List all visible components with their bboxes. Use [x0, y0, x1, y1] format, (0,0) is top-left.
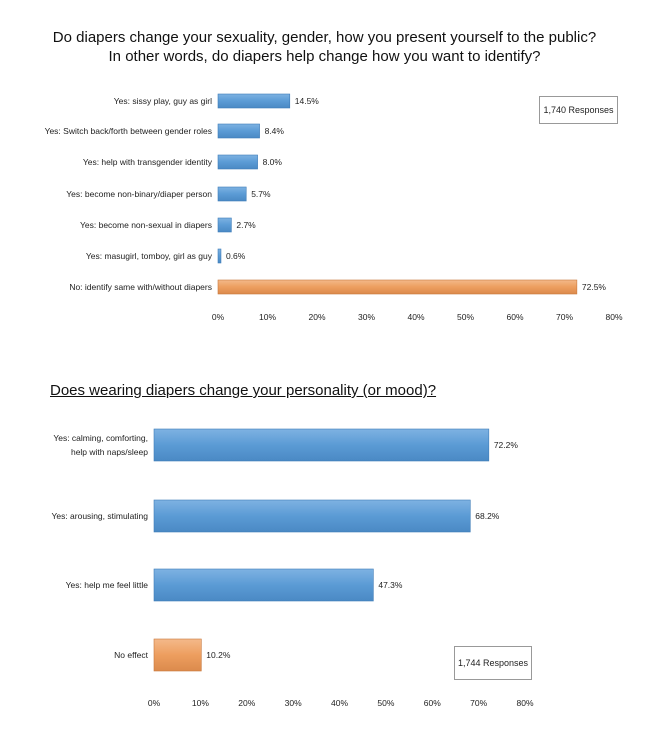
chart1-value-label-4: 2.7%	[236, 220, 256, 230]
chart1-responses-box: 1,740 Responses	[539, 96, 618, 124]
chart1-bar-5	[217, 248, 222, 264]
chart1-value-label-3: 5.7%	[251, 189, 271, 199]
chart1-x-tick-0: 0%	[212, 312, 225, 322]
chart1-bar-1	[217, 123, 260, 139]
chart1-bar-4	[217, 217, 232, 233]
chart1-title-line2: In other words, do diapers help change h…	[108, 48, 541, 65]
chart1-x-tick-8: 80%	[605, 312, 622, 322]
chart2-category-label-0-1: help with naps/sleep	[71, 447, 148, 457]
chart2-x-tick-6: 60%	[424, 698, 441, 708]
chart2-category-label-0-0: Yes: calming, comforting,	[53, 433, 148, 443]
chart2-bar-2	[153, 568, 374, 602]
chart2-x-tick-2: 20%	[238, 698, 255, 708]
chart1-category-label-0: Yes: sissy play, guy as girl	[114, 96, 212, 106]
chart2-responses-box: 1,744 Responses	[454, 646, 532, 680]
chart1-x-tick-3: 30%	[358, 312, 375, 322]
chart1-category-label-2: Yes: help with transgender identity	[83, 157, 213, 167]
chart1-category-label-1: Yes: Switch back/forth between gender ro…	[45, 126, 212, 136]
chart1-x-tick-1: 10%	[259, 312, 276, 322]
chart1-x-tick-2: 20%	[308, 312, 325, 322]
chart1-value-label-6: 72.5%	[582, 282, 607, 292]
chart2-x-tick-5: 50%	[377, 698, 394, 708]
chart1-category-label-4: Yes: become non-sexual in diapers	[80, 220, 212, 230]
chart2-category-label-1: Yes: arousing, stimulating	[51, 511, 148, 521]
chart2-category-label-3: No effect	[114, 650, 149, 660]
chart1-value-label-1: 8.4%	[265, 126, 285, 136]
chart1-category-label-6: No: identify same with/without diapers	[69, 282, 212, 292]
chart1-bar-6	[217, 279, 578, 295]
chart1-bar-3	[217, 186, 247, 202]
chart1-x-tick-4: 40%	[407, 312, 424, 322]
chart2-title: Does wearing diapers change your persona…	[50, 382, 437, 399]
chart1-x-tick-6: 60%	[506, 312, 523, 322]
chart1-value-label-2: 8.0%	[263, 157, 283, 167]
chart1-bar-0	[217, 93, 291, 109]
chart2-bar-0	[153, 428, 490, 462]
chart2-x-tick-7: 70%	[470, 698, 487, 708]
chart1-bar-2	[217, 154, 258, 170]
chart2-x-tick-4: 40%	[331, 698, 348, 708]
chart2-bar-1	[153, 499, 471, 533]
chart1-category-label-3: Yes: become non-binary/diaper person	[66, 189, 212, 199]
chart1-category-label-5: Yes: masugirl, tomboy, girl as guy	[86, 251, 213, 261]
chart2-x-tick-1: 10%	[192, 698, 209, 708]
chart2-category-label-2: Yes: help me feel little	[66, 580, 149, 590]
chart2-x-tick-3: 30%	[285, 698, 302, 708]
chart2-value-label-2: 47.3%	[378, 580, 403, 590]
chart1-x-tick-5: 50%	[457, 312, 474, 322]
chart2-value-label-0: 72.2%	[494, 440, 519, 450]
chart2-value-label-3: 10.2%	[206, 650, 231, 660]
chart2-x-tick-0: 0%	[148, 698, 161, 708]
chart1-x-tick-7: 70%	[556, 312, 573, 322]
chart1-value-label-0: 14.5%	[295, 96, 320, 106]
chart1-title-line1: Do diapers change your sexuality, gender…	[52, 29, 597, 46]
chart2-value-label-1: 68.2%	[475, 511, 500, 521]
chart2-x-tick-8: 80%	[516, 698, 533, 708]
chart2-bar-3	[153, 638, 202, 672]
chart1-value-label-5: 0.6%	[226, 251, 246, 261]
